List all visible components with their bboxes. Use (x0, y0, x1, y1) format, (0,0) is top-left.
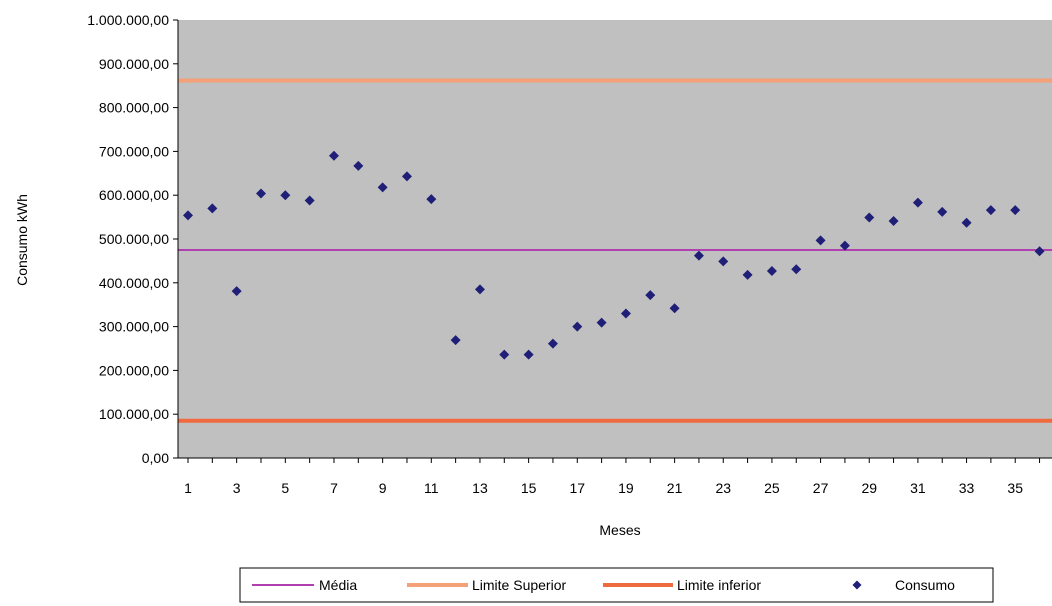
reference-lines (178, 78, 1052, 423)
data-point (231, 286, 242, 297)
y-tick-label: 300.000,00 (99, 319, 169, 335)
x-tick-label: 3 (233, 480, 241, 496)
data-point (450, 335, 461, 346)
data-point (474, 284, 485, 295)
data-point (572, 321, 583, 332)
legend-label-m-dia: Média (319, 577, 357, 593)
data-point (255, 188, 266, 199)
x-tick-label: 15 (521, 480, 537, 496)
data-point (353, 160, 364, 171)
consumo-points (183, 150, 1045, 360)
legend-label-limite-inferior: Limite inferior (677, 577, 761, 593)
data-point (620, 308, 631, 319)
x-tick-label: 35 (1007, 480, 1023, 496)
data-point (815, 235, 826, 246)
x-tick-label: 9 (379, 480, 387, 496)
y-tick-label: 100.000,00 (99, 406, 169, 422)
data-point (669, 303, 680, 314)
y-tick-label: 600.000,00 (99, 187, 169, 203)
data-point (791, 264, 802, 275)
y-tick-label: 900.000,00 (99, 56, 169, 72)
y-tick-label: 800.000,00 (99, 100, 169, 116)
data-point (864, 212, 875, 223)
data-point (912, 197, 923, 208)
legend-label-limite-superior: Limite Superior (472, 577, 566, 593)
data-point (718, 256, 729, 267)
y-axis-title: Consumo kWh (14, 194, 30, 286)
x-tick-label: 25 (764, 480, 780, 496)
x-ticks: 1 3 5 7 9 11 13 15 17 19 21 23 25 27 29 31 33 35 (184, 458, 1041, 496)
x-tick-label: 31 (910, 480, 926, 496)
plot-area (178, 20, 1052, 458)
x-tick-label: 19 (618, 480, 634, 496)
data-point (304, 195, 315, 206)
data-point (961, 217, 972, 228)
data-point (547, 338, 558, 349)
data-point (183, 210, 193, 221)
y-tick-label: 400.000,00 (99, 275, 169, 291)
data-point (207, 203, 218, 214)
data-point (742, 269, 753, 280)
data-point (328, 150, 339, 161)
y-tick-label: 0,00 (142, 450, 169, 466)
x-tick-label: 17 (569, 480, 585, 496)
y-tick-label: 1.000.000,00 (87, 12, 169, 28)
data-point (377, 182, 388, 193)
data-point (937, 206, 948, 217)
y-ticks: 0,00 100.000,00 200.000,00 300.000,00 400.00… (87, 12, 178, 466)
x-tick-label: 23 (715, 480, 731, 496)
y-tick-label: 700.000,00 (99, 143, 169, 159)
data-point (693, 250, 704, 261)
data-point (596, 317, 607, 328)
data-point (1010, 205, 1021, 216)
x-tick-label: 1 (184, 480, 192, 496)
data-point (766, 265, 777, 276)
data-point (985, 205, 996, 216)
x-axis-title: Meses (599, 522, 640, 538)
x-tick-label: 27 (813, 480, 829, 496)
x-tick-label: 11 (424, 480, 439, 496)
y-tick-label: 500.000,00 (99, 231, 169, 247)
legend: Média Limite Superior Limite inferior Consu… (239, 567, 994, 603)
data-point (1034, 246, 1045, 257)
data-point (426, 194, 437, 205)
y-tick-label: 200.000,00 (99, 362, 169, 378)
legend-label-consumo: Consumo (895, 577, 955, 593)
x-tick-label: 29 (861, 480, 877, 496)
data-point (499, 349, 510, 360)
data-point (523, 349, 534, 360)
data-point (401, 171, 412, 182)
x-tick-label: 33 (959, 480, 975, 496)
x-tick-label: 21 (667, 480, 683, 496)
data-point (888, 216, 899, 227)
x-tick-label: 7 (330, 480, 338, 496)
data-point (645, 290, 656, 301)
x-tick-label: 5 (281, 480, 289, 496)
x-tick-label: 13 (472, 480, 488, 496)
data-point (839, 240, 850, 251)
data-point (280, 190, 291, 201)
legend-swatch-consumo (852, 580, 862, 590)
